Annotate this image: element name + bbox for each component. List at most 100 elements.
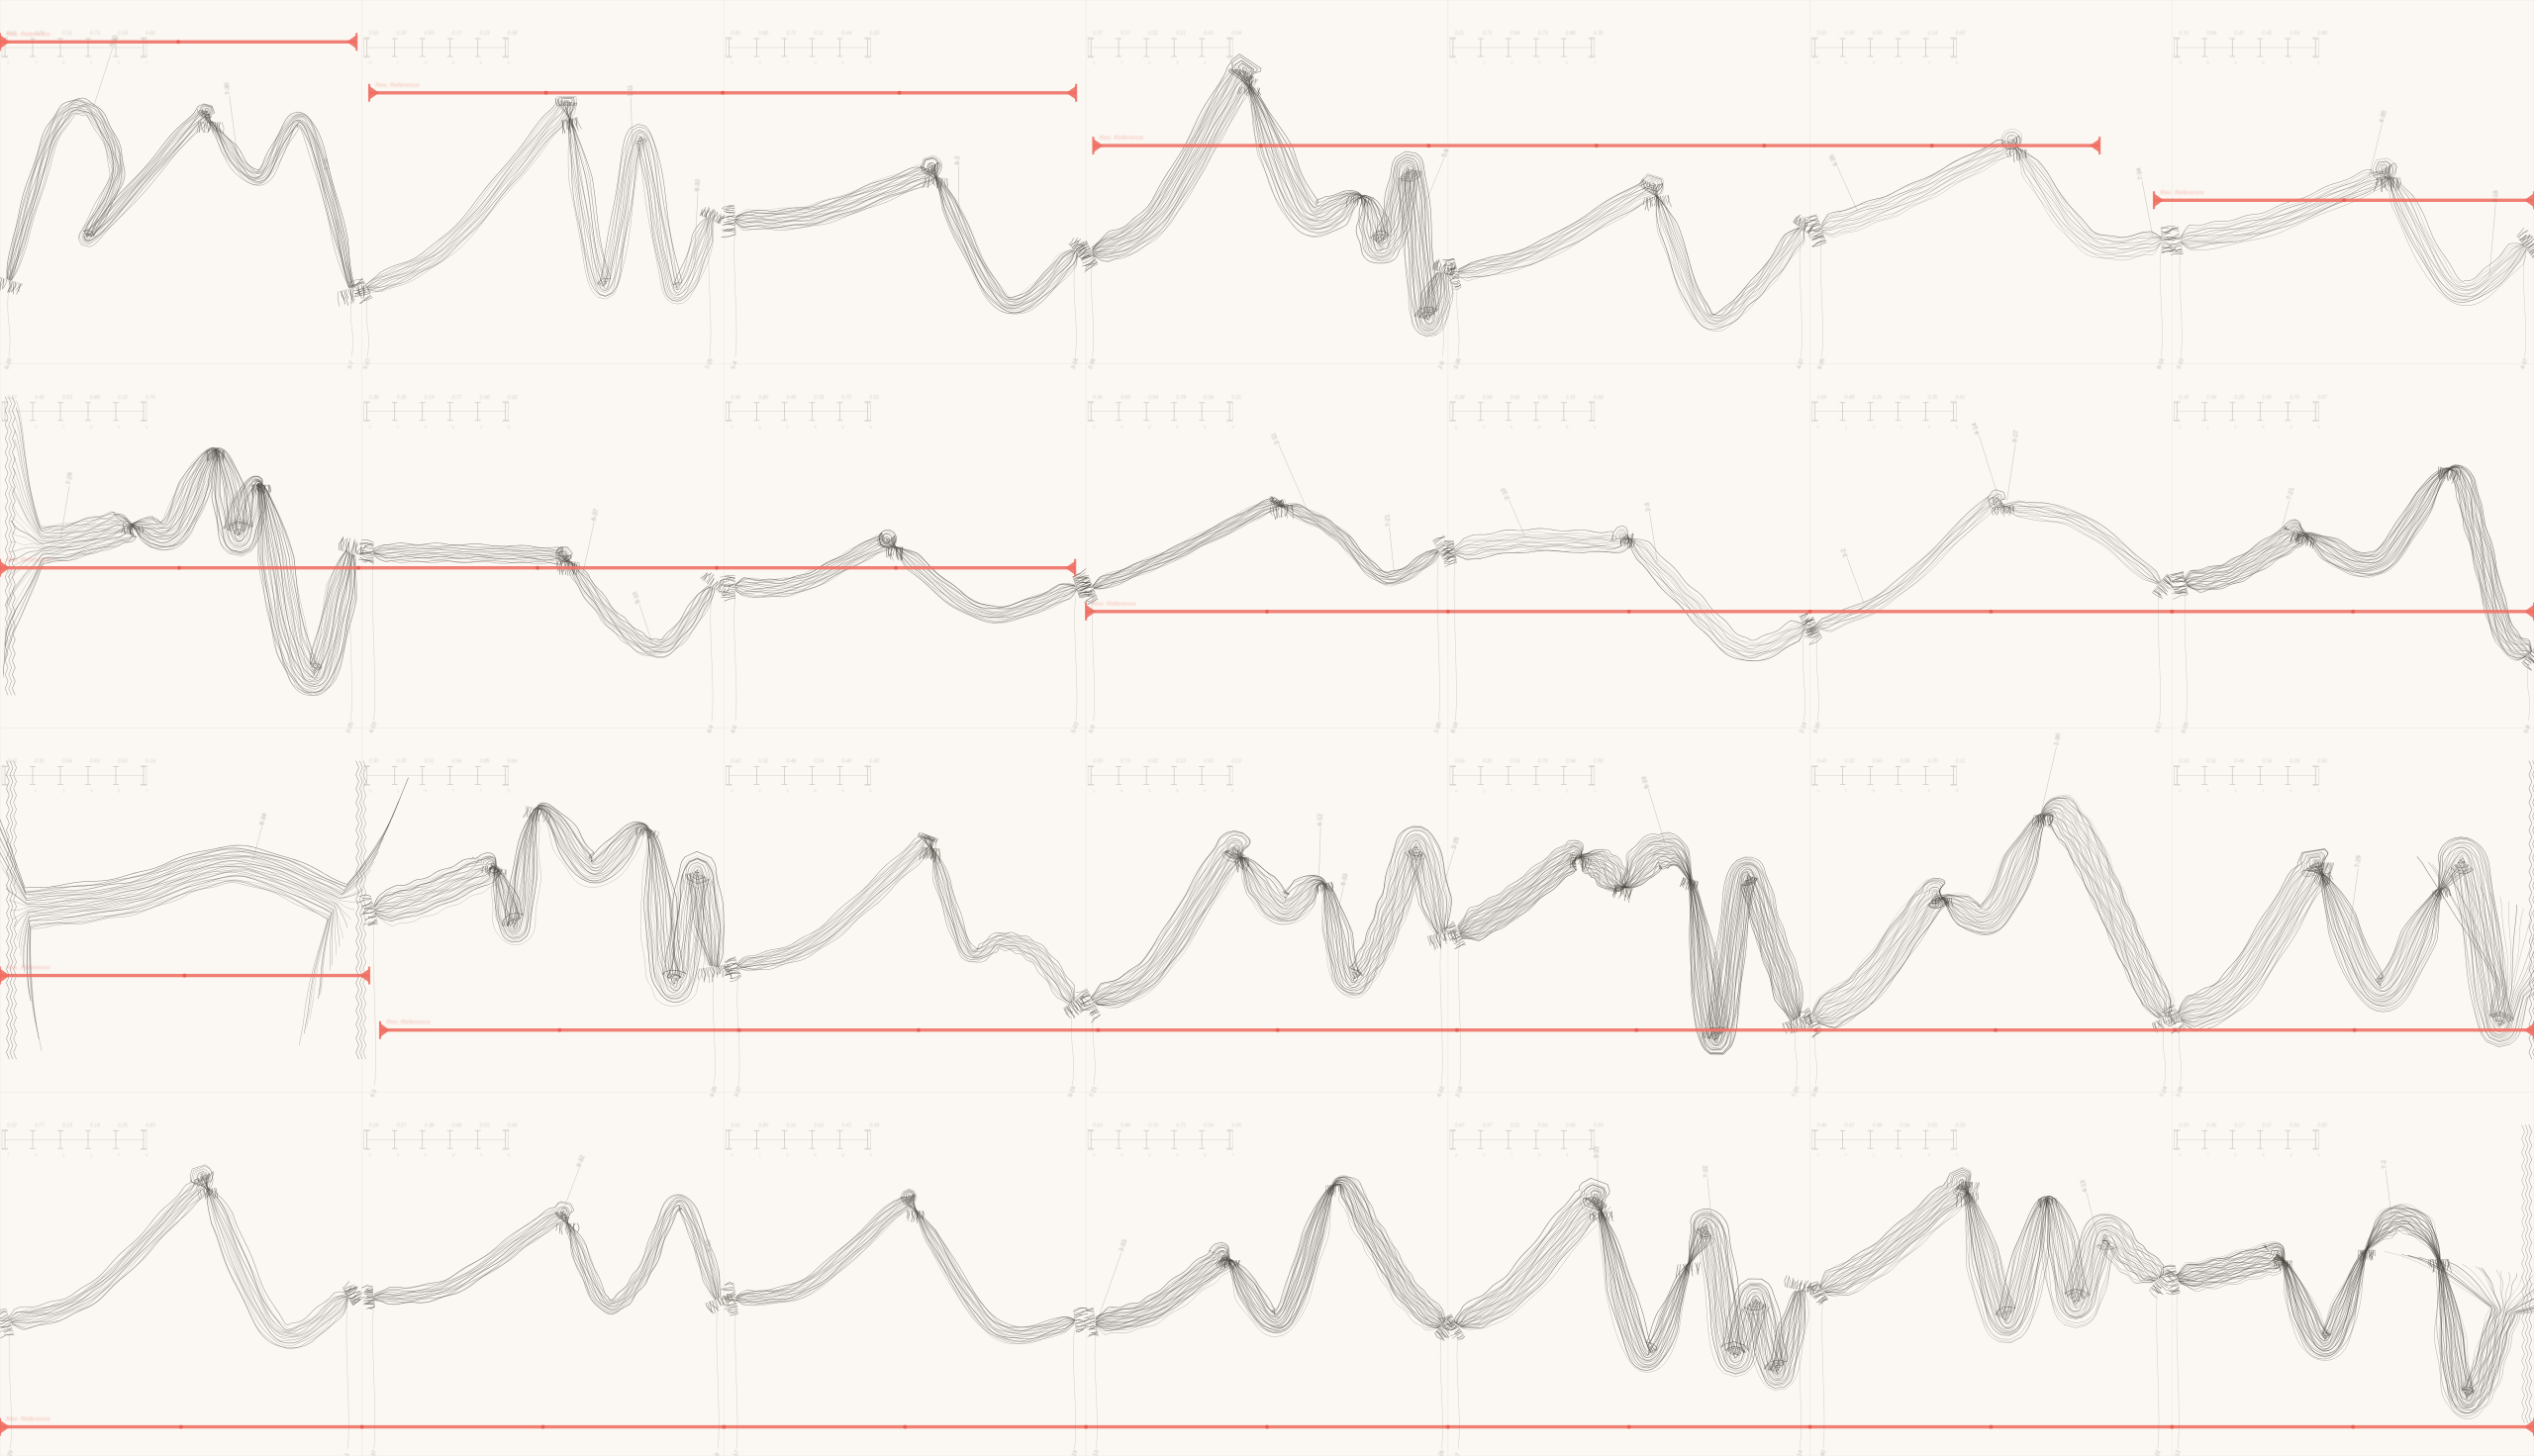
svg-text:8: 8 <box>814 789 817 794</box>
svg-text:2: 2 <box>786 1152 789 1157</box>
svg-text:0.97: 0.97 <box>1845 1122 1855 1128</box>
svg-text:0.83: 0.83 <box>1956 31 1966 37</box>
svg-text:7-21: 7-21 <box>2286 486 2295 500</box>
svg-text:7: 7 <box>1231 1152 1234 1157</box>
svg-text:4: 4 <box>2262 789 2265 794</box>
svg-text:0.18: 0.18 <box>369 1122 379 1128</box>
svg-text:7: 7 <box>869 60 872 65</box>
svg-text:Rev. Reference: Rev. Reference <box>6 31 50 38</box>
svg-text:0.54: 0.54 <box>452 759 462 765</box>
svg-text:3-7: 3-7 <box>347 360 355 370</box>
svg-text:0.80: 0.80 <box>2262 395 2272 401</box>
svg-text:0.19: 0.19 <box>62 1122 72 1128</box>
svg-text:0.36: 0.36 <box>2206 1122 2216 1128</box>
svg-text:2: 2 <box>62 1152 65 1157</box>
svg-text:7: 7 <box>1845 1152 1848 1157</box>
svg-text:2-1: 2-1 <box>342 1452 350 1456</box>
svg-text:0.51: 0.51 <box>425 759 435 765</box>
svg-text:5-9: 5-9 <box>1089 725 1097 734</box>
svg-text:9: 9 <box>1538 1152 1541 1157</box>
svg-text:0.96: 0.96 <box>731 395 740 401</box>
svg-text:0.35: 0.35 <box>397 395 407 401</box>
svg-text:0.34: 0.34 <box>1204 1122 1214 1128</box>
svg-text:1-13: 1-13 <box>1091 1450 1100 1456</box>
svg-text:0.66: 0.66 <box>1566 1122 1576 1128</box>
svg-text:7: 7 <box>35 60 38 65</box>
svg-text:7-21: 7-21 <box>1384 514 1392 528</box>
svg-text:0.88: 0.88 <box>1566 31 1576 37</box>
svg-text:7: 7 <box>2234 425 2237 430</box>
svg-text:0.32: 0.32 <box>758 759 768 765</box>
svg-text:7: 7 <box>1538 789 1541 794</box>
svg-text:0.14: 0.14 <box>1928 31 1938 37</box>
svg-text:0.80: 0.80 <box>758 1122 768 1128</box>
svg-text:0.35: 0.35 <box>397 759 407 765</box>
svg-text:0.75: 0.75 <box>841 395 851 401</box>
svg-text:1-11: 1-11 <box>627 84 634 97</box>
svg-text:6-2: 6-2 <box>954 155 961 165</box>
svg-text:3-12: 3-12 <box>2173 1450 2182 1456</box>
svg-text:0.21: 0.21 <box>1176 31 1186 37</box>
svg-text:4: 4 <box>1455 789 1458 794</box>
svg-text:0.84: 0.84 <box>1483 395 1493 401</box>
svg-text:2: 2 <box>1176 60 1179 65</box>
svg-text:7: 7 <box>1594 60 1597 65</box>
svg-text:0.63: 0.63 <box>814 1122 824 1128</box>
svg-text:5: 5 <box>1900 789 1903 794</box>
svg-text:4: 4 <box>2179 789 2182 794</box>
svg-text:3: 3 <box>369 1152 372 1157</box>
svg-text:3: 3 <box>35 1152 38 1157</box>
svg-text:3: 3 <box>2290 425 2292 430</box>
svg-text:3: 3 <box>869 1152 872 1157</box>
svg-text:6: 6 <box>1204 60 1207 65</box>
svg-text:2: 2 <box>1093 425 1096 430</box>
svg-text:5: 5 <box>731 425 733 430</box>
svg-text:6-1: 6-1 <box>370 1089 378 1099</box>
svg-text:0.63: 0.63 <box>2290 31 2299 37</box>
svg-text:0.85: 0.85 <box>480 759 490 765</box>
svg-text:9: 9 <box>146 1152 148 1157</box>
svg-text:6: 6 <box>2262 60 2265 65</box>
svg-text:9: 9 <box>118 60 121 65</box>
svg-text:1: 1 <box>1873 1152 1876 1157</box>
svg-text:2: 2 <box>1148 1152 1151 1157</box>
svg-text:2: 2 <box>1873 60 1876 65</box>
svg-text:0.58: 0.58 <box>1538 395 1548 401</box>
svg-text:0.57: 0.57 <box>2262 1122 2272 1128</box>
svg-text:0.53: 0.53 <box>480 1122 490 1128</box>
svg-text:3-19: 3-19 <box>1070 1450 1079 1456</box>
svg-text:6: 6 <box>1204 789 1207 794</box>
svg-text:8: 8 <box>452 1152 455 1157</box>
svg-text:3: 3 <box>1483 425 1486 430</box>
svg-text:3: 3 <box>2234 789 2237 794</box>
svg-text:2: 2 <box>2290 789 2292 794</box>
svg-text:0.80: 0.80 <box>452 1122 462 1128</box>
svg-text:0.44: 0.44 <box>841 31 851 37</box>
svg-text:6: 6 <box>1956 60 1959 65</box>
svg-text:0.93: 0.93 <box>1511 759 1520 765</box>
svg-text:Rev. Reference: Rev. Reference <box>1092 601 1136 608</box>
svg-text:8: 8 <box>731 789 733 794</box>
svg-text:0.21: 0.21 <box>1455 31 1465 37</box>
svg-text:8: 8 <box>841 1152 844 1157</box>
svg-text:8: 8 <box>1176 789 1179 794</box>
svg-text:0.62: 0.62 <box>1148 759 1158 765</box>
svg-text:0.53: 0.53 <box>1594 1122 1604 1128</box>
svg-text:4: 4 <box>1817 789 1820 794</box>
svg-text:8-34: 8-34 <box>258 812 268 825</box>
svg-text:2-9: 2-9 <box>713 1452 721 1456</box>
svg-text:0.44: 0.44 <box>508 1122 518 1128</box>
svg-text:4-35: 4-35 <box>1828 152 1840 167</box>
svg-text:0.41: 0.41 <box>841 1122 851 1128</box>
svg-text:0.21: 0.21 <box>1511 1122 1520 1128</box>
svg-text:6-33: 6-33 <box>1640 775 1650 789</box>
svg-text:3: 3 <box>508 789 511 794</box>
svg-text:0.34: 0.34 <box>2262 759 2272 765</box>
svg-text:0.34: 0.34 <box>869 1122 879 1128</box>
svg-text:3-33: 3-33 <box>1118 1238 1128 1253</box>
svg-text:1: 1 <box>1900 1152 1903 1157</box>
svg-text:0.61: 0.61 <box>731 1122 740 1128</box>
svg-text:0.80: 0.80 <box>90 395 100 401</box>
svg-text:0.23: 0.23 <box>480 31 490 37</box>
svg-text:1: 1 <box>1093 60 1096 65</box>
